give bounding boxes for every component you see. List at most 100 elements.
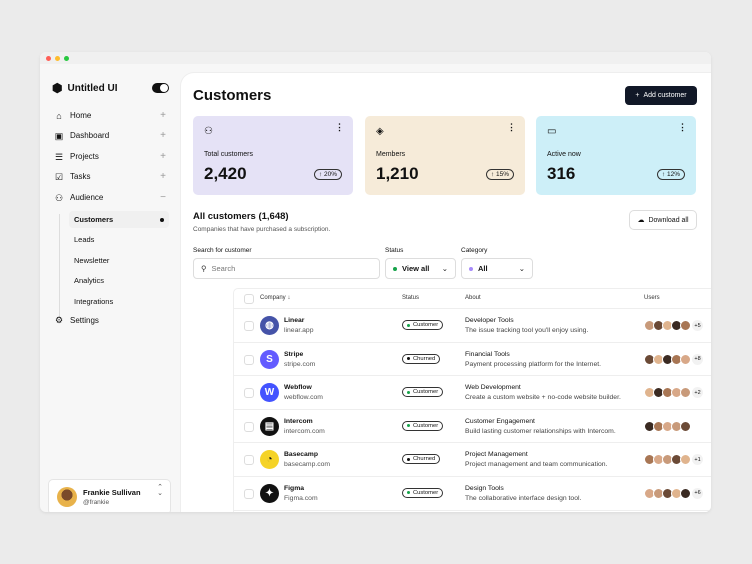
row-checkbox[interactable] [244, 354, 254, 365]
section-title: All customers (1,648) [193, 211, 289, 222]
status-text: Churned [413, 355, 436, 362]
tasks-icon: ☑ [54, 171, 64, 182]
table-row[interactable]: ◔ Basecamp basecamp.com Churned Project … [234, 443, 711, 477]
status-badge: Customer [402, 320, 444, 330]
add-customer-button[interactable]: + Add customer [625, 86, 697, 105]
extra-users-count: +8 [692, 353, 703, 365]
extra-users-count: +6 [692, 487, 703, 499]
sidebar-item-settings[interactable]: ⚙ Settings [54, 315, 166, 325]
company-category: Web Development [465, 384, 521, 392]
sidebar-item-audience[interactable]: ⚇ Audience − [54, 192, 166, 203]
status-text: Customer [413, 422, 439, 429]
status-dot [407, 390, 410, 394]
plus-icon[interactable]: + [160, 110, 166, 121]
status-dot [407, 491, 410, 495]
status-select[interactable]: View all ⌄ [385, 258, 456, 279]
stat-card-members: ◈ ⋮ Members 1,210 ↑ 15% [365, 116, 525, 195]
page-title: Customers [193, 87, 272, 104]
sidebar-item-home[interactable]: ⌂ Home + [54, 110, 166, 121]
monitor-icon: ▭ [547, 126, 557, 137]
stat-value: 1,210 [376, 164, 419, 183]
more-icon[interactable]: ⋮ [678, 122, 687, 132]
home-icon: ⌂ [56, 110, 62, 121]
row-checkbox[interactable] [244, 455, 254, 466]
company-logo-icon: ◔ [260, 450, 279, 470]
sidebar-item-customers[interactable]: Customers [69, 211, 169, 228]
extra-users-count: +1 [692, 454, 703, 466]
customers-table: Company ↓ Status About Users ◍ Linear li… [233, 288, 711, 512]
table-row[interactable]: ◍ Linear linear.app Customer Developer T… [234, 309, 711, 343]
user-menu[interactable]: Frankie Sullivan @frankie ⌃ ⌄ [48, 479, 171, 512]
sidebar-item-projects[interactable]: ☰ Projects + [54, 151, 166, 162]
category-label: Category [461, 247, 488, 254]
status-badge: Customer [402, 387, 444, 398]
table-row[interactable]: ✦ Figma Figma.com Customer Design Tools … [234, 477, 711, 511]
close-window-button[interactable] [46, 55, 51, 61]
company-about: Payment processing platform for the Inte… [465, 360, 602, 368]
sidebar-item-leads[interactable]: Leads [69, 231, 169, 248]
sidebar-item-analytics[interactable]: Analytics [69, 272, 169, 289]
table-row[interactable]: W Webflow webflow.com Customer Web Devel… [234, 376, 711, 410]
sidebar-item-integrations[interactable]: Integrations [69, 293, 169, 310]
download-all-button[interactable]: ☁ Download all [629, 210, 697, 230]
company-domain: Figma.com [284, 494, 318, 502]
status-dot [407, 357, 410, 361]
status-label: Status [385, 247, 404, 254]
company-domain: basecamp.com [284, 461, 331, 469]
search-input[interactable]: ⚲ Search [193, 258, 380, 279]
company-domain: webflow.com [284, 394, 323, 402]
extra-users-count: +2 [692, 387, 703, 399]
status-text: Customer [413, 389, 439, 396]
sidebar-item-tasks[interactable]: ☑ Tasks + [54, 171, 166, 182]
user-avatar [680, 420, 691, 432]
chevron-selector-icon[interactable]: ⌃ ⌄ [157, 484, 163, 497]
status-badge: Customer [402, 487, 444, 498]
table-row[interactable]: S Stripe stripe.com Churned Financial To… [234, 343, 711, 377]
plus-icon[interactable]: + [160, 151, 166, 162]
category-select[interactable]: All ⌄ [461, 258, 533, 279]
minimize-window-button[interactable] [55, 55, 60, 61]
divider [59, 214, 60, 318]
chevron-down-icon: ⌄ [441, 264, 448, 273]
table-header: Company ↓ Status About Users [234, 289, 711, 309]
label: Dashboard [70, 131, 110, 140]
user-avatar [680, 487, 691, 499]
plus-icon[interactable]: + [160, 130, 166, 141]
more-icon[interactable]: ⋮ [335, 122, 344, 132]
user-avatar [680, 353, 691, 365]
row-checkbox[interactable] [244, 388, 254, 399]
minus-icon[interactable]: − [160, 192, 166, 203]
status-text: Customer [413, 489, 439, 496]
theme-toggle[interactable] [152, 83, 169, 93]
more-icon[interactable]: ⋮ [507, 122, 516, 132]
label: Analytics [74, 276, 105, 285]
label: Newsletter [74, 256, 110, 265]
sidebar-item-dashboard[interactable]: ▣ Dashboard + [54, 130, 166, 141]
brand[interactable]: ⬢ Untitled UI [52, 81, 117, 95]
company-logo-icon: ✦ [260, 483, 279, 503]
cube-logo-icon: ⬢ [52, 81, 63, 95]
dashboard-icon: ▣ [54, 130, 64, 141]
company-about: Project management and team communicatio… [465, 461, 608, 469]
label: Home [70, 111, 92, 120]
row-checkbox[interactable] [244, 488, 254, 499]
column-users: Users [644, 295, 660, 301]
stat-label: Total customers [204, 151, 254, 158]
company-domain: intercom.com [284, 427, 325, 435]
status-badge: Customer [402, 420, 444, 431]
column-company[interactable]: Company ↓ [260, 295, 290, 301]
company-name: Basecamp [284, 451, 319, 459]
sidebar-item-newsletter[interactable]: Newsletter [69, 252, 169, 269]
plus-icon[interactable]: + [160, 171, 166, 182]
table-row[interactable]: ▤ Intercom intercom.com Customer Custome… [234, 410, 711, 444]
label: Add customer [643, 92, 687, 99]
value: View all [402, 264, 430, 273]
company-category: Developer Tools [465, 317, 514, 324]
row-checkbox[interactable] [244, 421, 254, 432]
main-content: Customers + Add customer ⚇ ⋮ Total customer… [180, 72, 711, 512]
label: Projects [70, 152, 99, 161]
row-checkbox[interactable] [244, 321, 254, 331]
select-all-checkbox[interactable] [244, 294, 254, 304]
maximize-window-button[interactable] [64, 55, 69, 61]
stat-card-total-customers: ⚇ ⋮ Total customers 2,420 ↑ 20% [193, 116, 353, 195]
